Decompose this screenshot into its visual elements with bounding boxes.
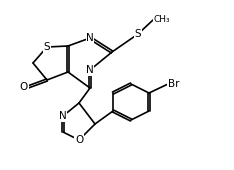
Text: S: S — [135, 29, 141, 39]
Text: O: O — [75, 135, 83, 145]
Text: Br: Br — [168, 79, 179, 89]
Text: O: O — [20, 82, 28, 92]
Text: N: N — [86, 33, 94, 43]
Text: S: S — [44, 42, 50, 52]
Text: N: N — [86, 65, 94, 75]
Text: CH₃: CH₃ — [153, 15, 170, 24]
Text: N: N — [59, 111, 67, 121]
